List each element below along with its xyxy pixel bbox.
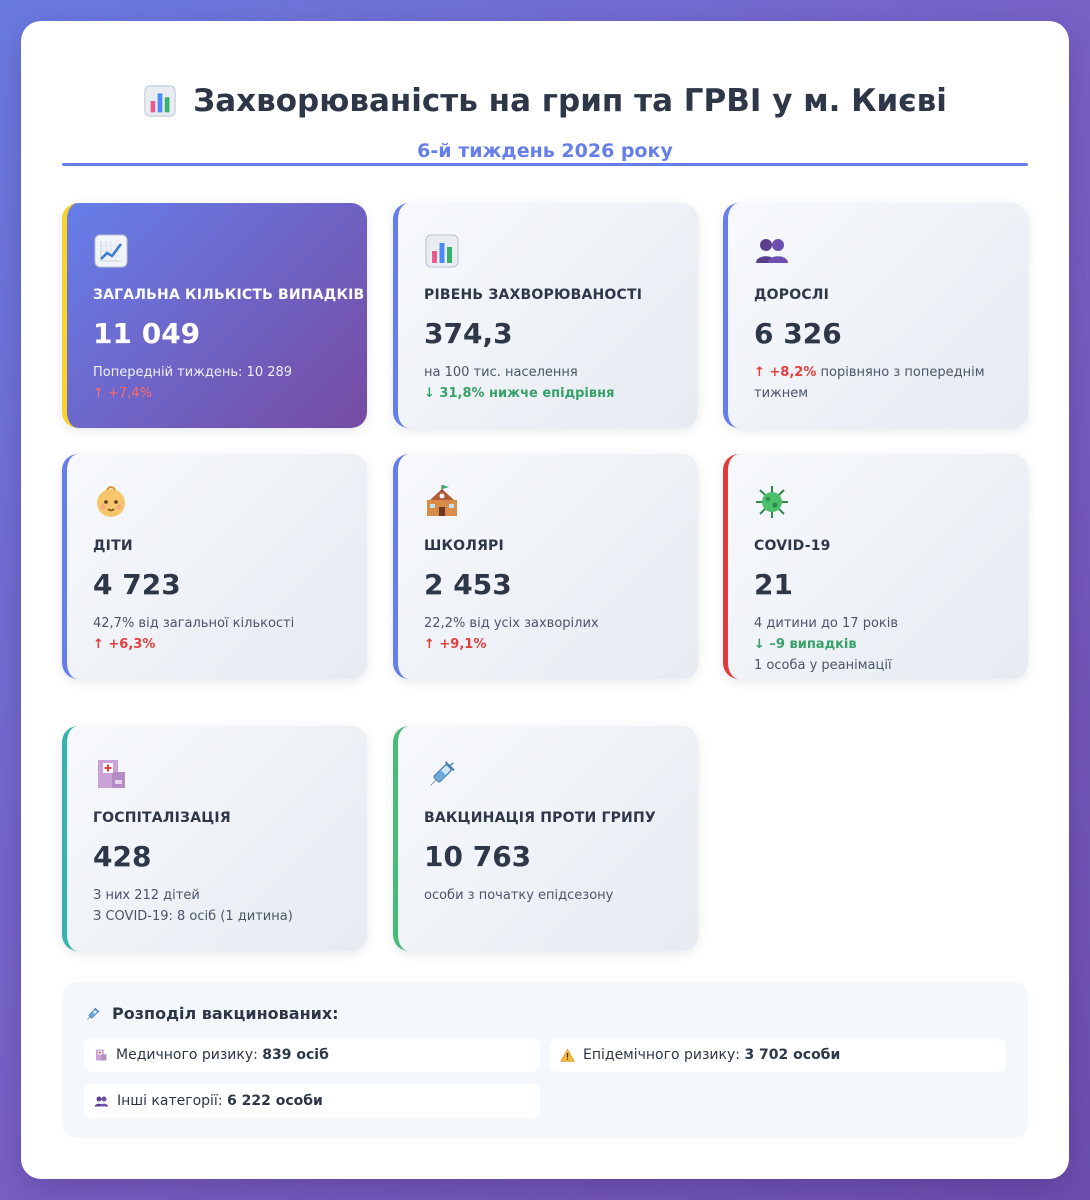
page-title-text: Захворюваність на грип та ГРВІ у м. Києв… xyxy=(193,83,947,119)
hospital-icon xyxy=(98,760,125,788)
card-value: 11 049 xyxy=(93,317,201,350)
card-label: ЗАГАЛЬНА КІЛЬКІСТЬ ВИПАДКІВ xyxy=(93,287,365,303)
syringe-icon xyxy=(430,761,455,786)
card-total-cases: ЗАГАЛЬНА КІЛЬКІСТЬ ВИПАДКІВ 11 049 Попер… xyxy=(62,203,367,428)
item-text: Інші категорії: 6 222 особи xyxy=(117,1093,323,1109)
people-icon xyxy=(756,239,788,263)
comparison-text: порівняно з попереднім тижнем xyxy=(754,365,985,401)
warning-icon xyxy=(560,1048,575,1062)
change-badge: ↑ +9,1% xyxy=(424,637,487,652)
card-incidence-rate: РІВЕНЬ ЗАХВОРЮВАНОСТІ 374,3 на 100 тис. … xyxy=(393,203,698,428)
baby-icon xyxy=(97,486,125,517)
card-note: Попередній тиждень: 10 289 ↑ +7,4% xyxy=(93,362,367,404)
card-note: особи з початку епідсезону xyxy=(424,885,698,906)
card-value: 2 453 xyxy=(424,568,512,601)
card-label: ДІТИ xyxy=(93,538,133,554)
card-children: ДІТИ 4 723 42,7% від загальної кількості… xyxy=(62,454,367,679)
per-population-text: на 100 тис. населення xyxy=(424,365,578,380)
bar-chart-icon xyxy=(425,234,459,268)
card-value: 374,3 xyxy=(424,317,513,350)
item-text: Медичного ризику: 839 осіб xyxy=(116,1047,329,1063)
other-categories-item: Інші категорії: 6 222 особи xyxy=(84,1084,540,1118)
medical-risk-item: Медичного ризику: 839 осіб xyxy=(84,1038,540,1072)
epidemic-risk-item: Епідемічного ризику: 3 702 особи xyxy=(550,1038,1006,1072)
card-note: ↑ +8,2% порівняно з попереднім тижнем xyxy=(754,362,1028,404)
vaccination-distribution: Розподіл вакцинованих: Медичного ризику:… xyxy=(62,982,1028,1138)
card-value: 428 xyxy=(93,840,152,873)
card-note: 4 дитини до 17 років ↓ –9 випадків 1 осо… xyxy=(754,613,1028,676)
card-note: З них 212 дітей З COVID-19: 8 осіб (1 ди… xyxy=(93,885,367,927)
item-label: Медичного ризику: xyxy=(116,1047,263,1063)
card-vaccination: ВАКЦИНАЦІЯ ПРОТИ ГРИПУ 10 763 особи з по… xyxy=(393,726,698,951)
card-value: 10 763 xyxy=(424,840,532,873)
card-note: 22,2% від усіх захворілих ↑ +9,1% xyxy=(424,613,698,655)
change-badge: ↑ +7,4% xyxy=(93,386,152,401)
item-label: Епідемічного ризику: xyxy=(583,1047,745,1063)
page-title: Захворюваність на грип та ГРВІ у м. Києв… xyxy=(143,83,947,119)
share-text: 22,2% від усіх захворілих xyxy=(424,616,599,631)
card-label: ШКОЛЯРІ xyxy=(424,538,504,554)
item-text: Епідемічного ризику: 3 702 особи xyxy=(583,1047,840,1063)
covid-text: З COVID-19: 8 осіб (1 дитина) xyxy=(93,909,293,924)
share-text: 42,7% від загальної кількості xyxy=(93,616,295,631)
card-covid: COVID-19 21 4 дитини до 17 років ↓ –9 ви… xyxy=(723,454,1028,679)
item-value: 6 222 особи xyxy=(227,1093,323,1109)
main-panel: Захворюваність на грип та ГРВІ у м. Києв… xyxy=(21,21,1069,1179)
card-value: 4 723 xyxy=(93,568,181,601)
item-value: 3 702 особи xyxy=(744,1047,841,1063)
change-badge: ↓ 31,8% нижче епідрівня xyxy=(424,386,615,401)
card-label: COVID-19 xyxy=(754,538,831,554)
people-icon xyxy=(94,1096,109,1106)
page-subtitle: 6-й тиждень 2026 року xyxy=(417,140,673,162)
card-hospitalization: ГОСПІТАЛІЗАЦІЯ 428 З них 212 дітей З COV… xyxy=(62,726,367,951)
change-badge: ↑ +6,3% xyxy=(93,637,156,652)
card-label: ВАКЦИНАЦІЯ ПРОТИ ГРИПУ xyxy=(424,810,656,826)
card-label: ДОРОСЛІ xyxy=(754,287,830,303)
card-label: ГОСПІТАЛІЗАЦІЯ xyxy=(93,810,231,826)
header: Захворюваність на грип та ГРВІ у м. Києв… xyxy=(21,83,1069,162)
previous-week-text: Попередній тиждень: 10 289 xyxy=(93,365,293,380)
item-label: Інші категорії: xyxy=(117,1093,227,1109)
distribution-title-text: Розподіл вакцинованих: xyxy=(112,1004,339,1023)
card-note: на 100 тис. населення ↓ 31,8% нижче епід… xyxy=(424,362,698,404)
icu-text: 1 особа у реанімації xyxy=(754,658,892,673)
card-note: 42,7% від загальної кількості ↑ +6,3% xyxy=(93,613,367,655)
card-adults: ДОРОСЛІ 6 326 ↑ +8,2% порівняно з попере… xyxy=(723,203,1028,428)
chart-increasing-icon xyxy=(94,234,128,268)
header-divider xyxy=(62,163,1028,166)
card-value: 6 326 xyxy=(754,317,842,350)
bar-chart-icon xyxy=(144,85,176,117)
school-icon xyxy=(427,485,457,516)
item-value: 839 осіб xyxy=(262,1047,329,1063)
card-schoolchildren: ШКОЛЯРІ 2 453 22,2% від усіх захворілих … xyxy=(393,454,698,679)
season-text: особи з початку епідсезону xyxy=(424,888,614,903)
card-value: 21 xyxy=(754,568,793,601)
change-badge: ↑ +8,2% xyxy=(754,365,817,380)
card-label: РІВЕНЬ ЗАХВОРЮВАНОСТІ xyxy=(424,287,643,303)
syringe-icon xyxy=(87,1007,100,1020)
children-text: З них 212 дітей xyxy=(93,888,200,903)
children-text: 4 дитини до 17 років xyxy=(754,616,899,631)
virus-icon xyxy=(756,486,788,518)
distribution-title: Розподіл вакцинованих: xyxy=(84,1004,1008,1023)
change-badge: ↓ –9 випадків xyxy=(754,637,857,652)
hospital-icon xyxy=(95,1049,107,1061)
